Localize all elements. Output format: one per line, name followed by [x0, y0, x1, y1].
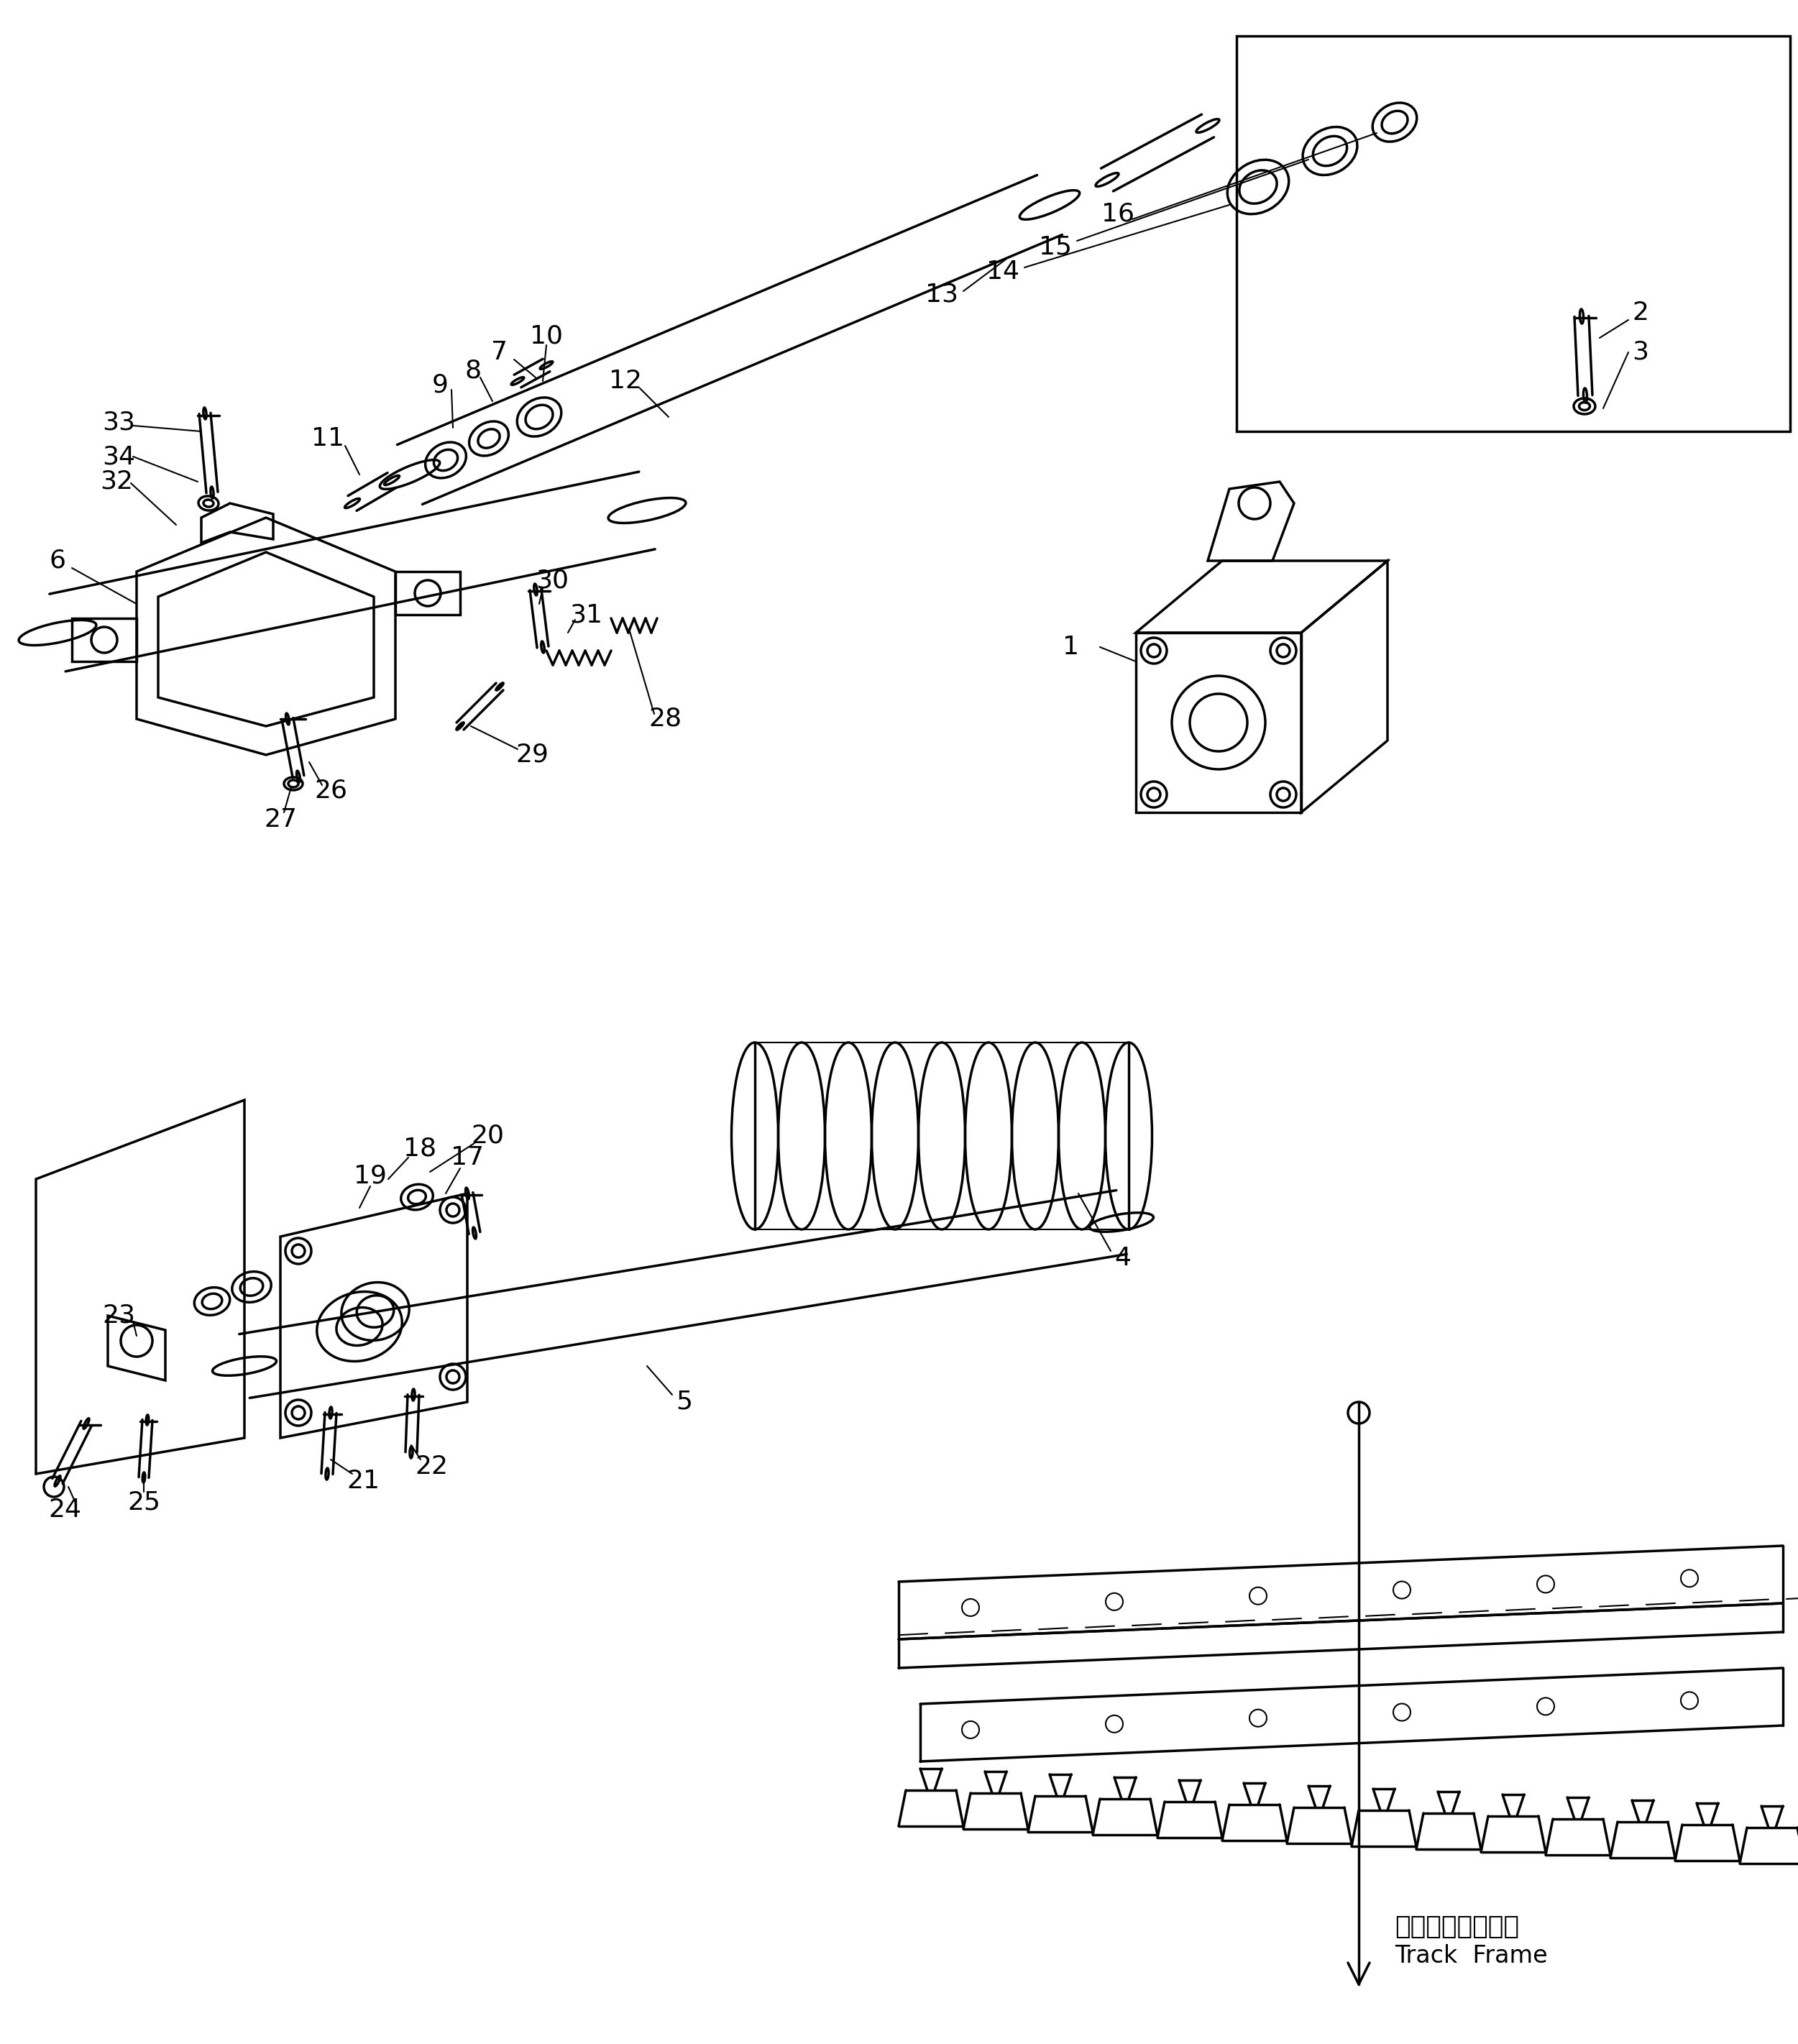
Text: 8: 8 [464, 358, 482, 382]
Text: 31: 31 [570, 603, 602, 628]
Text: 27: 27 [264, 807, 297, 832]
Text: 34: 34 [102, 444, 135, 468]
Text: 33: 33 [102, 411, 135, 435]
Text: 25: 25 [128, 1490, 160, 1515]
Text: 5: 5 [676, 1390, 692, 1414]
Text: 32: 32 [101, 470, 133, 495]
Text: 2: 2 [1633, 300, 1649, 325]
Text: 13: 13 [926, 282, 958, 307]
Text: Track  Frame: Track Frame [1395, 1944, 1548, 1968]
Text: 30: 30 [536, 568, 568, 593]
Text: 18: 18 [403, 1136, 437, 1161]
Text: 21: 21 [347, 1470, 379, 1494]
Text: 28: 28 [649, 707, 681, 732]
Text: 10: 10 [530, 325, 563, 350]
Text: 3: 3 [1633, 339, 1649, 364]
Text: 19: 19 [354, 1163, 387, 1188]
Text: 14: 14 [987, 260, 1019, 284]
Text: 7: 7 [491, 339, 507, 364]
Text: 4: 4 [1115, 1247, 1131, 1271]
Text: 26: 26 [315, 779, 347, 803]
Text: 24: 24 [49, 1498, 81, 1523]
Text: 11: 11 [311, 427, 345, 452]
Text: 29: 29 [516, 742, 548, 766]
Text: 16: 16 [1102, 202, 1135, 227]
Text: 22: 22 [415, 1455, 448, 1480]
Text: 1: 1 [1063, 636, 1079, 660]
Text: 15: 15 [1039, 235, 1072, 260]
Text: トラックフレーム: トラックフレーム [1395, 1915, 1519, 1940]
Text: 17: 17 [451, 1145, 484, 1169]
Text: 12: 12 [610, 368, 642, 392]
Text: 6: 6 [49, 548, 67, 572]
Text: 20: 20 [471, 1124, 503, 1149]
Text: 23: 23 [102, 1304, 135, 1329]
Text: 9: 9 [432, 372, 448, 397]
